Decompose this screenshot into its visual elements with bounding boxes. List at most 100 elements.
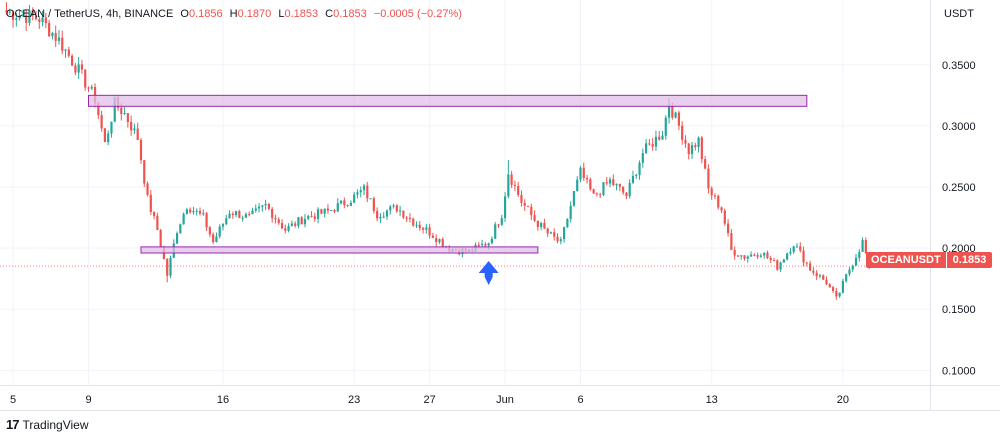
candle (412, 217, 415, 228)
candle (25, 9, 28, 32)
candle-body (438, 239, 441, 242)
candle-body (215, 236, 218, 243)
candle (687, 142, 690, 160)
candle-body (513, 184, 516, 186)
candle (441, 237, 444, 249)
close-label: C (325, 8, 334, 20)
candle (645, 139, 648, 154)
candle-body (854, 257, 858, 266)
candle-body (175, 233, 179, 244)
symbol-legend[interactable]: OCEAN / TetherUS, 4h, BINANCE O0.1856 H0… (6, 8, 462, 20)
candle (166, 258, 169, 283)
candle (307, 214, 310, 221)
candle-body (189, 209, 192, 213)
tradingview-brand[interactable]: 17 TradingView (6, 417, 89, 432)
candle-body (5, 10, 8, 13)
currency-label[interactable]: USDT (944, 8, 974, 20)
candle (631, 170, 635, 184)
candle (41, 11, 44, 27)
candle (831, 285, 835, 293)
support-zone[interactable] (140, 246, 539, 254)
close-value: 0.1853 (333, 8, 367, 20)
candle-body (149, 194, 152, 212)
candle-body (287, 226, 290, 231)
candle-body (31, 10, 34, 16)
markers (478, 261, 499, 285)
candle (576, 176, 579, 192)
candle-body (671, 106, 674, 118)
candle-body (421, 228, 425, 230)
zones[interactable] (88, 94, 808, 254)
candle (67, 46, 70, 58)
candle (376, 207, 379, 222)
candle-body (21, 15, 24, 17)
candle (339, 200, 343, 205)
candle-body (658, 136, 661, 140)
candle (438, 238, 441, 245)
candle (139, 138, 143, 164)
candle-body (294, 223, 297, 226)
candle-body (579, 167, 582, 180)
candle-body (274, 218, 277, 220)
candle (727, 219, 730, 237)
candle (274, 214, 277, 224)
candle (379, 213, 382, 224)
candle-body (369, 198, 372, 200)
candle-body (585, 177, 589, 180)
candle-body (169, 257, 172, 276)
candle-body (425, 227, 428, 230)
candle-body (592, 189, 595, 194)
candle-body (90, 87, 93, 89)
candle (622, 186, 625, 195)
x-tick-label: 13 (706, 394, 718, 406)
candle (54, 25, 57, 48)
candle-body (330, 210, 333, 212)
resistance-zone[interactable] (88, 94, 808, 107)
candle-body (549, 232, 553, 234)
candle-body (402, 210, 405, 218)
candle (133, 123, 136, 135)
candle-body (179, 224, 182, 234)
candle (362, 183, 366, 196)
candle (202, 209, 205, 217)
candle (44, 12, 47, 29)
candle-body (838, 292, 841, 297)
y-tick-label: 0.1000 (942, 365, 976, 377)
candle-body (271, 208, 274, 219)
x-tick-label: 20 (837, 394, 849, 406)
candle-body (589, 179, 592, 190)
candle-body (300, 217, 303, 225)
candle (563, 226, 566, 243)
candle (615, 183, 618, 191)
candle-body (159, 230, 162, 248)
candle (690, 142, 694, 160)
x-tick-label: 27 (423, 394, 435, 406)
candle (520, 190, 523, 207)
candle (792, 245, 795, 254)
candle (779, 261, 782, 273)
candle-body (664, 117, 667, 136)
candle (579, 165, 582, 183)
candle (530, 203, 533, 221)
candle (31, 7, 34, 21)
candle-body (15, 18, 18, 20)
candle (799, 242, 802, 253)
candle (80, 59, 84, 74)
candle-body (185, 209, 188, 214)
candle-body (418, 224, 421, 229)
symbol-title[interactable]: OCEAN / TetherUS, 4h, BINANCE (6, 8, 174, 20)
candle-body (631, 176, 635, 183)
candle (641, 148, 644, 168)
candle (336, 198, 339, 212)
candle (782, 258, 785, 263)
candle-body (156, 215, 159, 231)
candle-body (431, 235, 434, 238)
candle (848, 266, 851, 277)
candle-body (57, 37, 61, 41)
candle (858, 249, 861, 262)
candle (536, 220, 539, 231)
low-label: L (278, 8, 285, 20)
candle-body (487, 243, 490, 246)
